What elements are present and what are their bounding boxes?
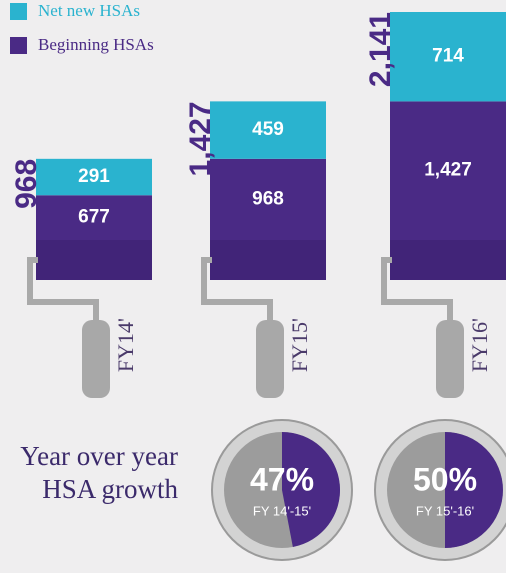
legend-label: Beginning HSAs xyxy=(38,35,154,54)
pie-label: FY 15'-16' xyxy=(416,503,474,518)
legend-label: Net new HSAs xyxy=(38,1,140,20)
legend-swatch xyxy=(10,37,27,54)
roller-shade xyxy=(36,240,152,280)
growth-title: Year over year HSA growth xyxy=(18,440,178,506)
x-tick-label: FY16' xyxy=(467,318,492,372)
roller-shade xyxy=(390,240,506,280)
value-label: 714 xyxy=(432,46,464,67)
total-label: 2,141 xyxy=(364,12,397,87)
roller-grip xyxy=(436,320,464,398)
pie-label: FY 14'-15' xyxy=(253,503,311,518)
pie-value: 50% xyxy=(413,461,477,497)
x-tick-label: FY14' xyxy=(113,318,138,372)
roller-shade xyxy=(210,240,326,280)
x-tick-label: FY15' xyxy=(287,318,312,372)
roller-grip xyxy=(82,320,110,398)
roller-grip xyxy=(256,320,284,398)
value-label: 291 xyxy=(78,166,110,187)
pie-value: 47% xyxy=(250,461,314,497)
legend-swatch xyxy=(10,3,27,20)
value-label: 1,427 xyxy=(424,160,472,181)
value-label: 677 xyxy=(78,207,110,228)
total-label: 1,427 xyxy=(184,101,217,176)
value-label: 968 xyxy=(252,188,284,209)
value-label: 459 xyxy=(252,119,284,140)
total-label: 968 xyxy=(10,159,43,209)
infographic: Net new HSAs Beginning HSAs 677 291 968 FY14'… xyxy=(0,0,506,573)
